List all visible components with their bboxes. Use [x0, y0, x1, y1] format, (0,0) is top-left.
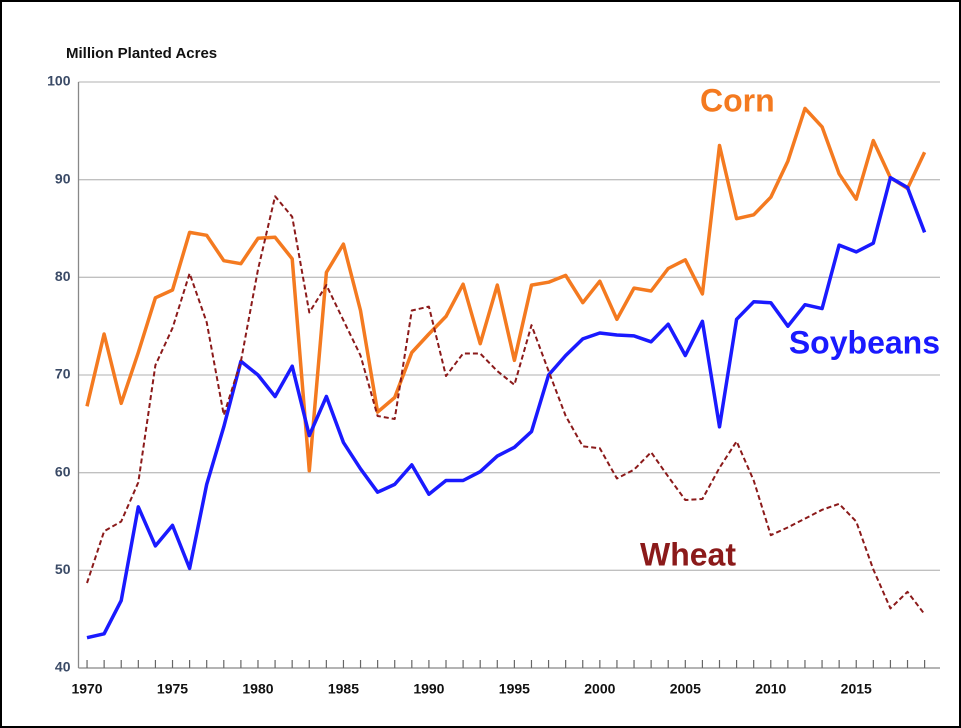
x-tick-label: 1970: [71, 681, 102, 697]
y-tick-label: 90: [55, 170, 71, 186]
x-tick-label: 1985: [328, 681, 359, 697]
y-tick-label: 100: [47, 73, 71, 89]
x-tick-label: 2015: [841, 681, 872, 697]
series-line: [85, 106, 927, 473]
series-line: [86, 195, 926, 615]
y-tick-label: 80: [55, 268, 71, 284]
x-tick-label: 1975: [157, 681, 188, 697]
y-axis-title: Million Planted Acres: [66, 45, 217, 62]
series-label: Soybeans: [789, 324, 940, 360]
x-tick-label: 2000: [584, 681, 615, 697]
y-tick-label: 50: [55, 561, 71, 577]
x-tick-label: 1980: [242, 681, 273, 697]
x-tick-label: 2010: [755, 681, 786, 697]
y-tick-label: 70: [55, 366, 71, 382]
series-label: Wheat: [640, 536, 736, 572]
series-line: [86, 175, 927, 640]
x-tick-label: 1995: [499, 681, 530, 697]
y-tick-label: 40: [55, 659, 71, 675]
x-tick-label: 2005: [670, 681, 701, 697]
y-tick-label: 60: [55, 463, 71, 479]
x-tick-label: 1990: [413, 681, 444, 697]
series-label: Corn: [700, 82, 775, 118]
